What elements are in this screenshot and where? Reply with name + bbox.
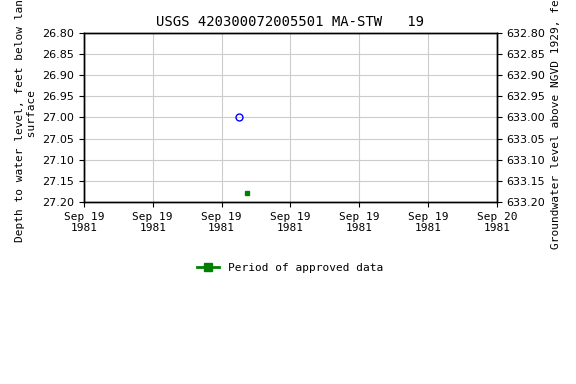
Y-axis label: Depth to water level, feet below land
 surface: Depth to water level, feet below land su…: [15, 0, 37, 242]
Legend: Period of approved data: Period of approved data: [193, 258, 388, 278]
Y-axis label: Groundwater level above NGVD 1929, feet: Groundwater level above NGVD 1929, feet: [551, 0, 561, 249]
Title: USGS 420300072005501 MA-STW   19: USGS 420300072005501 MA-STW 19: [156, 15, 425, 29]
